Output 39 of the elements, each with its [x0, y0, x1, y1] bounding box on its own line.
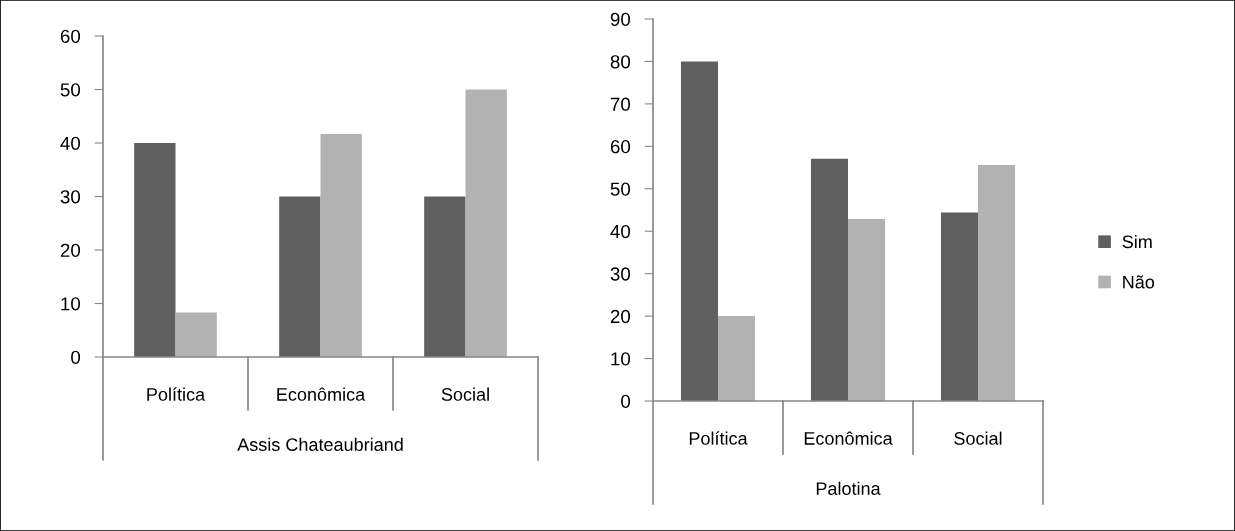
x-axis-title: Palotina	[816, 481, 881, 495]
bar	[810, 158, 848, 401]
y-tick-label: 0	[621, 394, 631, 408]
bar	[718, 316, 756, 401]
y-tick-label: 60	[60, 29, 81, 43]
y-tick-label: 20	[610, 309, 631, 324]
x-tick-label: Política	[689, 431, 748, 445]
bar	[940, 212, 978, 401]
bar	[424, 196, 466, 357]
y-tick-label: 10	[611, 352, 631, 366]
y-tick-label: 0	[71, 350, 81, 364]
y-tick-label: 30	[610, 267, 631, 281]
bar	[848, 218, 886, 401]
bar	[175, 312, 217, 357]
bar	[134, 143, 176, 357]
legend-label: Não	[1123, 275, 1155, 289]
x-tick-label: Econômica	[804, 431, 893, 445]
x-tick-label: Econômica	[277, 387, 366, 401]
y-tick-label: 40	[60, 136, 81, 150]
y-tick-label: 10	[61, 297, 81, 311]
y-tick-label: 60	[610, 140, 631, 154]
bar	[279, 196, 321, 357]
x-tick-label: Política	[147, 387, 206, 401]
y-tick-label: 50	[610, 182, 631, 196]
bar	[465, 89, 507, 357]
x-tick-label: Social	[954, 431, 1002, 445]
y-tick-label: 70	[610, 97, 631, 111]
bar	[680, 61, 718, 401]
y-tick-label: 80	[610, 55, 631, 69]
legend-label: Sim	[1122, 234, 1152, 249]
y-tick-label: 90	[610, 12, 631, 26]
x-axis-title: Assis Chateaubriand	[237, 437, 403, 451]
bar	[320, 133, 362, 357]
y-tick-label: 20	[60, 243, 81, 257]
y-tick-label: 50	[60, 83, 81, 97]
y-tick-label: 30	[60, 190, 81, 204]
x-tick-label: Social	[441, 387, 489, 401]
bar	[978, 165, 1016, 401]
y-tick-label: 40	[610, 224, 631, 239]
